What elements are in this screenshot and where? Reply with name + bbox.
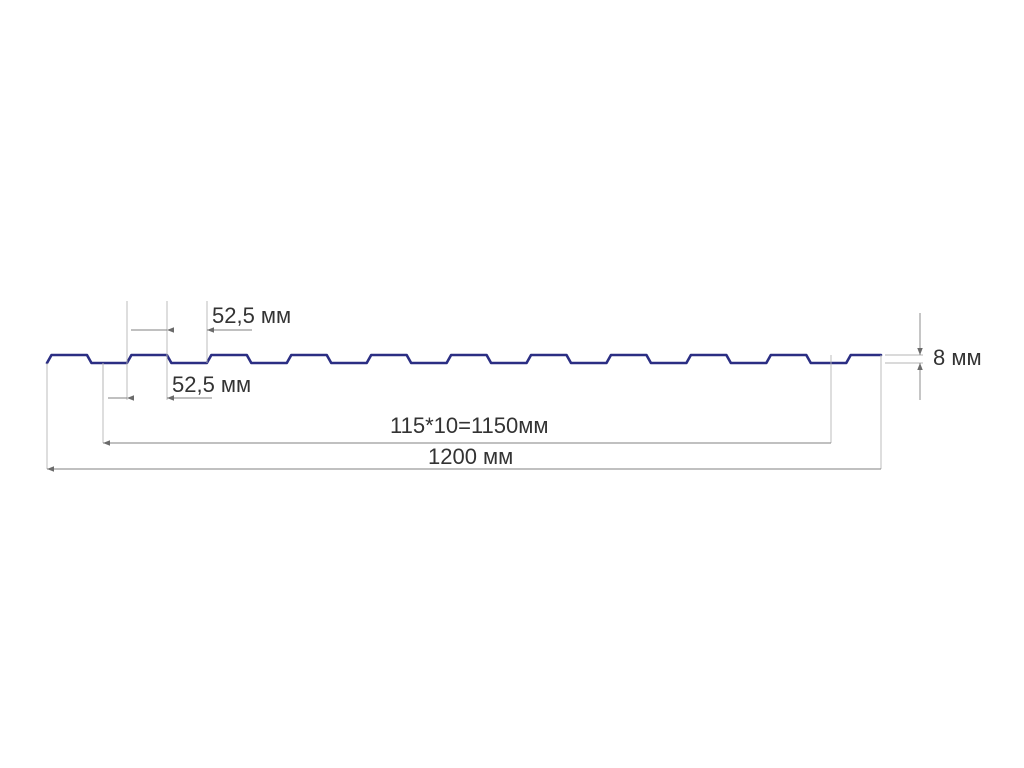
svg-text:52,5 мм: 52,5 мм bbox=[212, 303, 291, 328]
svg-text:115*10=1150мм: 115*10=1150мм bbox=[390, 413, 549, 438]
svg-text:8 мм: 8 мм bbox=[933, 345, 982, 370]
svg-text:1200 мм: 1200 мм bbox=[428, 444, 513, 469]
svg-text:52,5 мм: 52,5 мм bbox=[172, 372, 251, 397]
